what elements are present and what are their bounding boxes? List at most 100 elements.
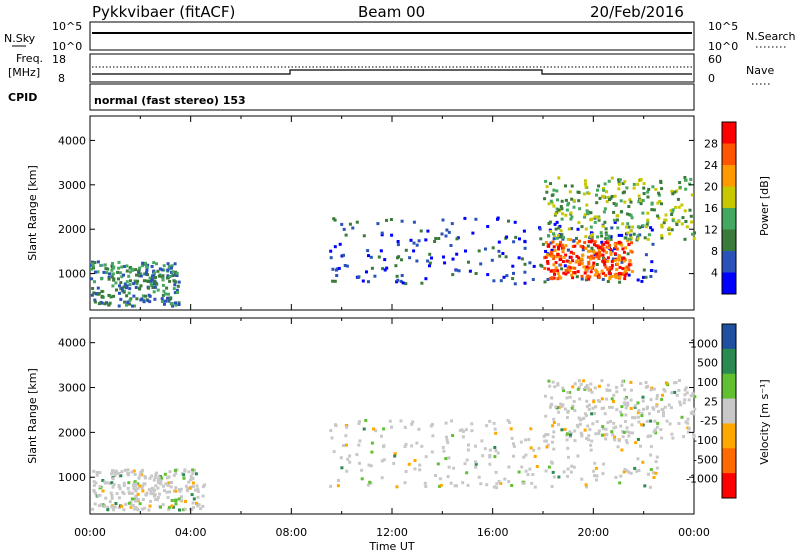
- echo-cell: [370, 441, 374, 445]
- echo-cell: [511, 264, 515, 268]
- echo-cell: [655, 425, 659, 429]
- echo-cell: [123, 468, 127, 472]
- echo-cell: [649, 226, 653, 230]
- echo-cell: [614, 475, 618, 479]
- echo-cell: [342, 227, 346, 231]
- echo-cell: [133, 304, 137, 308]
- echo-cell: [544, 469, 548, 473]
- echo-cell: [621, 380, 624, 384]
- echo-cell: [654, 471, 658, 475]
- echo-cell: [587, 403, 591, 407]
- echo-cell: [357, 422, 361, 425]
- echo-cell: [625, 426, 629, 430]
- echo-cell: [496, 216, 500, 220]
- echo-cell: [133, 480, 137, 484]
- echo-cell: [467, 443, 470, 447]
- echo-cell: [590, 439, 594, 443]
- echo-cell: [136, 279, 139, 283]
- echo-cell: [621, 272, 624, 276]
- echo-cell: [622, 259, 626, 263]
- echo-cell: [580, 477, 584, 481]
- echo-cell: [177, 280, 181, 284]
- echo-cell: [610, 263, 614, 267]
- echo-cell: [597, 257, 601, 260]
- echo-cell: [632, 186, 636, 190]
- nsearch-tick-high: 10^5: [708, 20, 738, 33]
- echo-cell: [137, 270, 141, 274]
- echo-cell: [595, 193, 598, 197]
- echo-cell: [345, 443, 348, 447]
- power-data: [90, 176, 696, 308]
- echo-cell: [544, 179, 548, 183]
- echo-cell: [106, 267, 110, 271]
- echo-cell: [593, 474, 596, 478]
- echo-cell: [195, 484, 199, 488]
- echo-cell: [564, 272, 568, 276]
- echo-cell: [144, 272, 148, 276]
- echo-cell: [644, 275, 648, 279]
- echo-cell: [572, 205, 576, 209]
- nsky-tick-low: 10^0: [52, 40, 82, 53]
- echo-cell: [557, 410, 561, 414]
- echo-cell: [609, 252, 613, 256]
- colorbar-segment: [722, 251, 736, 273]
- echo-cell: [605, 388, 609, 392]
- echo-cell: [594, 268, 598, 272]
- echo-cell: [446, 475, 450, 479]
- echo-cell: [660, 225, 664, 229]
- echo-cell: [438, 484, 442, 488]
- echo-cell: [493, 446, 497, 449]
- echo-cell: [551, 424, 555, 428]
- echo-cell: [617, 233, 621, 237]
- echo-cell: [153, 271, 157, 275]
- echo-cell: [583, 428, 587, 432]
- echo-cell: [410, 422, 414, 426]
- echo-cell: [203, 483, 207, 487]
- echo-cell: [130, 470, 134, 474]
- echo-cell: [133, 507, 137, 511]
- time-axis-label: Time UT: [368, 540, 414, 553]
- echo-cell: [588, 428, 592, 432]
- echo-cell: [578, 397, 582, 401]
- echo-cell: [595, 474, 599, 478]
- echo-cell: [118, 487, 122, 491]
- echo-cell: [107, 272, 111, 276]
- echo-cell: [621, 430, 625, 434]
- echo-cell: [601, 425, 605, 429]
- echo-cell: [562, 236, 565, 240]
- echo-cell: [544, 255, 548, 259]
- echo-cell: [662, 388, 666, 391]
- echo-cell: [597, 254, 601, 258]
- echo-cell: [166, 483, 170, 487]
- echo-cell: [403, 481, 407, 485]
- echo-cell: [543, 266, 547, 270]
- echo-cell: [145, 268, 149, 272]
- echo-cell: [483, 447, 487, 451]
- colorbar-segment: [722, 448, 736, 474]
- echo-cell: [553, 248, 557, 252]
- echo-cell: [191, 477, 195, 481]
- echo-cell: [587, 260, 591, 264]
- echo-cell: [641, 211, 645, 215]
- colorbar-tick-label: 16: [704, 202, 718, 215]
- echo-cell: [345, 264, 349, 268]
- echo-cell: [655, 404, 659, 408]
- echo-cell: [565, 416, 569, 419]
- echo-cell: [158, 267, 162, 271]
- nsky-label: N.Sky: [4, 32, 36, 45]
- echo-cell: [576, 241, 580, 245]
- echo-cell: [444, 457, 448, 461]
- echo-cell: [622, 250, 626, 254]
- echo-cell: [545, 445, 549, 449]
- echo-cell: [665, 419, 669, 423]
- echo-cell: [550, 250, 553, 254]
- echo-cell: [139, 272, 143, 276]
- echo-cell: [126, 472, 130, 476]
- echo-cell: [128, 287, 132, 291]
- echo-cell: [552, 430, 556, 434]
- echo-cell: [447, 465, 451, 469]
- echo-cell: [345, 469, 349, 473]
- echo-cell: [625, 186, 629, 190]
- echo-cell: [584, 247, 588, 250]
- echo-cell: [590, 217, 593, 221]
